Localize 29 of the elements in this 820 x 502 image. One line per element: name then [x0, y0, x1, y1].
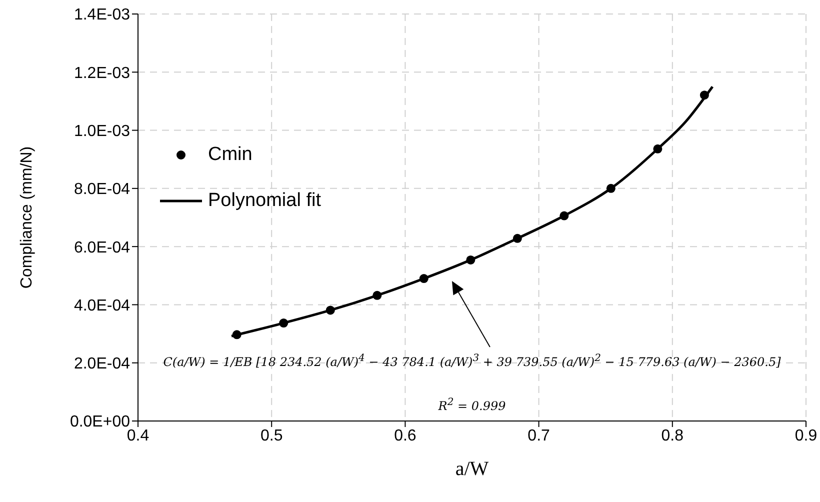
annotation: C(a/W) = 1/EB [18 234.52 (a/W)$^{4}$ − 43 784.1 (a/W)$^{3}$ + 39 739.55 (a/W)$^{2}$ − 15 779.63 (a/W) − 2360.5] — [162, 352, 782, 371]
y-tick-label: 1.4E-03 — [74, 6, 130, 24]
y-tick-label: 1.0E-03 — [74, 122, 130, 140]
point — [700, 90, 709, 100]
point — [466, 255, 476, 264]
point — [512, 234, 522, 243]
x-tick-label: 0.5 — [260, 427, 283, 444]
annotation: R$^{2}$ = 0.999 — [437, 396, 507, 415]
x-tick-label: 0.6 — [394, 427, 416, 444]
y-axis-title: Compliance (mm/N) — [18, 146, 36, 289]
point — [279, 318, 288, 328]
x-axis-title: a/W — [455, 458, 489, 480]
x-tick-label: 0.9 — [794, 427, 818, 444]
y-tick-label: 1.2E-03 — [74, 64, 130, 82]
point — [560, 211, 569, 220]
point — [326, 306, 335, 315]
point — [419, 274, 428, 284]
legend-label: Polynomial fit — [208, 190, 321, 212]
y-tick-label: 4.0E-04 — [74, 297, 130, 314]
point — [232, 330, 242, 340]
point — [606, 184, 616, 193]
y-tick-label: 2.0E-04 — [74, 356, 130, 373]
legend-label: Cmin — [208, 144, 252, 166]
point — [653, 144, 662, 154]
y-tick-label: 6.0E-04 — [74, 239, 130, 256]
x-tick-label: 0.7 — [528, 427, 550, 444]
point — [372, 290, 382, 300]
y-tick-label: 8.0E-04 — [74, 181, 130, 198]
x-tick-label: 0.8 — [661, 427, 684, 444]
